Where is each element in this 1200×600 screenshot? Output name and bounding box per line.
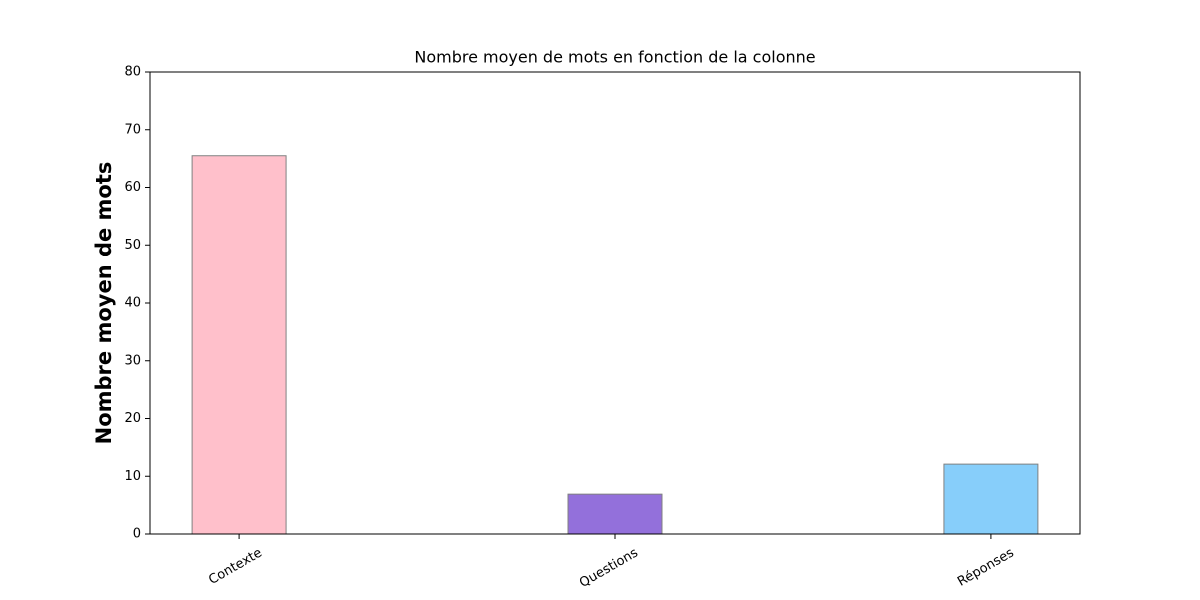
y-tick-label: 0 bbox=[133, 527, 141, 542]
y-tick-label: 70 bbox=[124, 122, 141, 137]
y-axis-label: Nombre moyen de mots bbox=[92, 162, 116, 445]
y-tick-label: 50 bbox=[124, 238, 141, 253]
bar bbox=[567, 493, 663, 535]
bar bbox=[943, 463, 1039, 535]
x-tick-label: Réponses bbox=[955, 545, 1017, 589]
x-tick-label: Questions bbox=[577, 545, 641, 591]
y-tick-label: 30 bbox=[124, 353, 141, 368]
chart-title: Nombre moyen de mots en fonction de la c… bbox=[414, 48, 815, 67]
y-tick-label: 80 bbox=[124, 65, 141, 80]
y-tick-label: 10 bbox=[124, 469, 141, 484]
plot-frame bbox=[149, 71, 1081, 535]
y-tick-label: 20 bbox=[124, 411, 141, 426]
y-tick-label: 60 bbox=[124, 180, 141, 195]
bar bbox=[191, 155, 287, 535]
y-tick-label: 40 bbox=[124, 296, 141, 311]
x-tick-label: Contexte bbox=[206, 546, 265, 588]
